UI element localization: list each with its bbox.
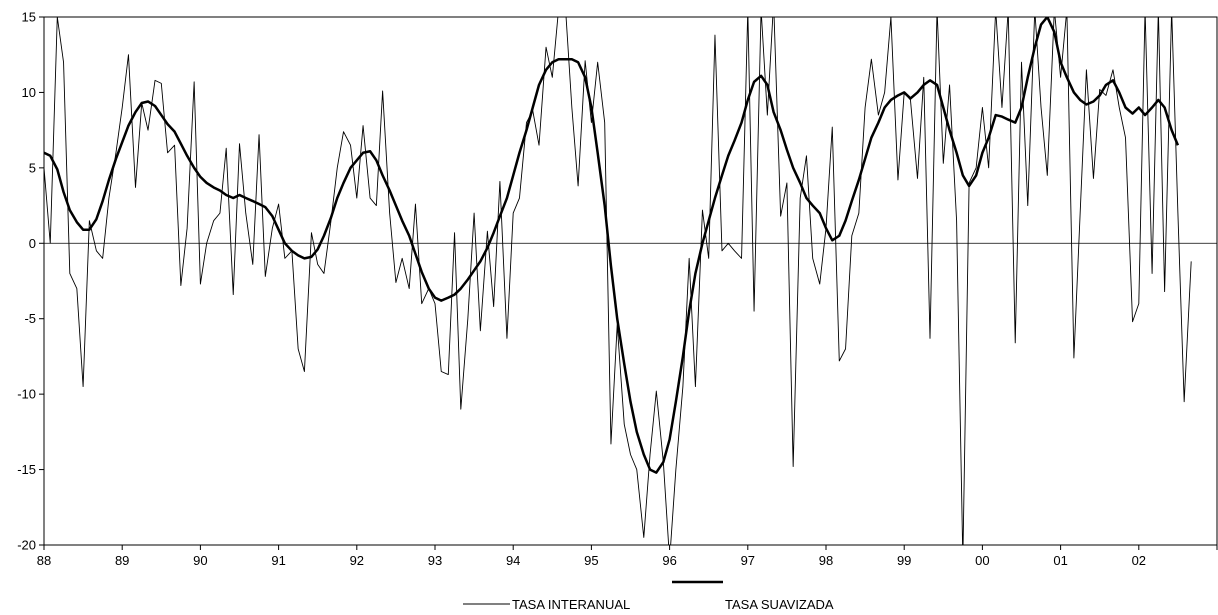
x-tick-label: 91 [271,553,285,568]
x-tick-label: 96 [662,553,676,568]
x-tick-label: 94 [506,553,520,568]
x-tick-label: 88 [37,553,51,568]
series-layer [44,17,1192,545]
x-tick-label: 01 [1053,553,1067,568]
plot-frame [43,16,1218,546]
y-tick-label: -5 [24,311,36,326]
x-tick-label: 95 [584,553,598,568]
x-tick-label: 99 [897,553,911,568]
x-tick-label: 93 [428,553,442,568]
x-tick-label: 02 [1132,553,1146,568]
x-tick-label: 97 [741,553,755,568]
y-axis-ticks: 15 10 5 0 -5 -10 -15 -20 [17,10,44,553]
legend-label-tasa-suavizada: TASA SUAVIZADA [725,597,834,612]
x-tick-label: 98 [819,553,833,568]
legend-label-tasa-interanual: TASA INTERANUAL [512,597,630,612]
plot-area: 88 89 90 91 92 93 94 95 96 97 98 99 00 01 02 15 10 5 0 -5 -… [17,10,1218,568]
series-line-tasa-suavizada [44,17,1180,474]
y-tick-label: 0 [29,236,36,251]
x-tick-label: 92 [350,553,364,568]
y-tick-label: -10 [17,387,36,402]
x-axis-ticks: 88 89 90 91 92 93 94 95 96 97 98 99 00 01 02 [37,545,1218,568]
y-tick-label: 15 [22,10,36,25]
legend: TASA INTERANUAL TASA SUAVIZADA [463,580,834,612]
x-tick-label: 89 [115,553,129,568]
y-tick-label: -20 [17,538,36,553]
y-tick-label: -15 [17,462,36,477]
y-tick-label: 10 [22,85,36,100]
x-tick-label: 00 [975,553,989,568]
x-tick-label: 90 [193,553,207,568]
y-tick-label: 5 [29,160,36,175]
